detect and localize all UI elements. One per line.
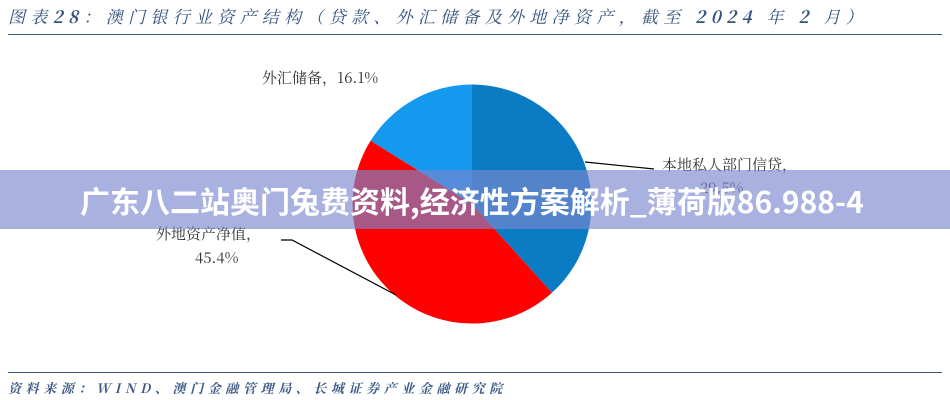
svg-text:外汇储备，16.1%: 外汇储备，16.1%: [262, 67, 378, 88]
svg-text:45.4%: 45.4%: [195, 247, 239, 268]
